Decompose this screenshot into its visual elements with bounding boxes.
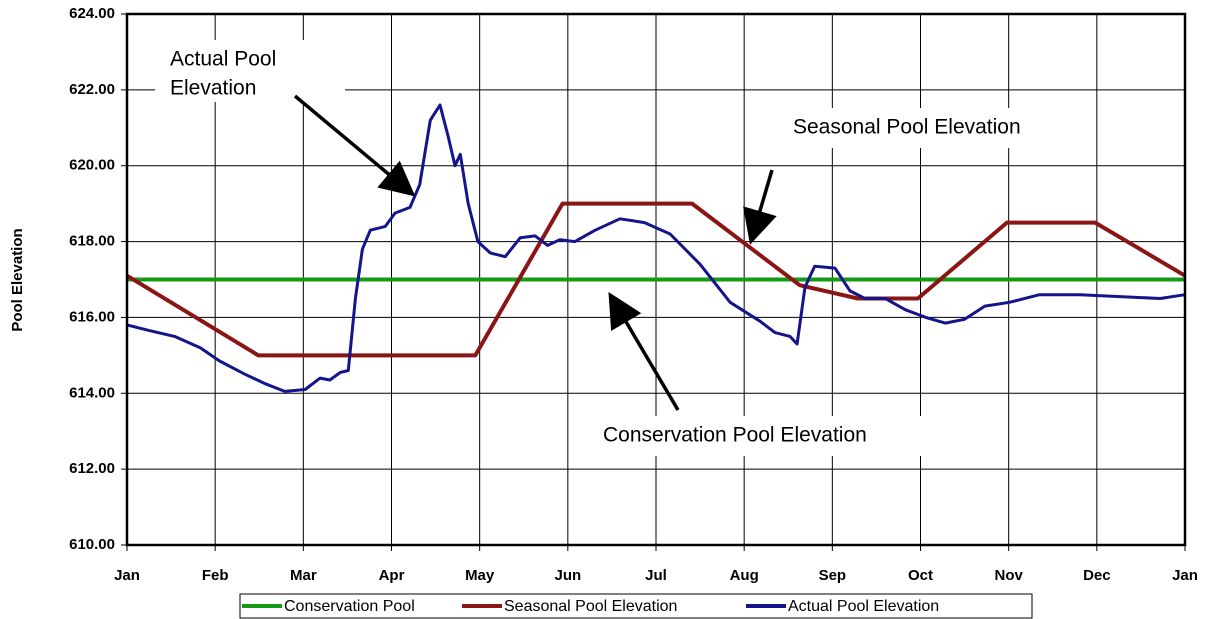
x-tick-label: Feb <box>202 567 229 584</box>
y-tick-label: 612.00 <box>69 460 115 477</box>
x-tick-label: Sep <box>819 567 847 584</box>
annotation-arrow <box>743 169 777 245</box>
annotation: Seasonal Pool Elevation <box>793 116 1021 139</box>
x-tick-label: Dec <box>1083 567 1111 584</box>
legend-label: Actual Pool Elevation <box>788 598 939 615</box>
y-tick-label: 618.00 <box>69 233 115 250</box>
legend <box>239 593 1033 619</box>
plot-frame <box>125 12 1187 547</box>
series-line <box>125 201 1187 358</box>
x-tick-label: Nov <box>994 567 1023 584</box>
y-tick-label: 620.00 <box>69 157 115 174</box>
annotation-bg <box>590 416 950 456</box>
x-tick-label: Apr <box>379 567 405 584</box>
legend-label: Conservation Pool <box>284 598 415 615</box>
y-axis-title: Pool Elevation <box>9 228 26 331</box>
annotation-bg <box>155 40 345 102</box>
annotation-arrow <box>293 94 416 197</box>
x-tick-label: Mar <box>290 567 317 584</box>
annotation: Actual Pool <box>170 48 276 71</box>
series-line <box>126 103 1186 393</box>
y-tick-label: 614.00 <box>69 384 115 401</box>
x-tick-label: Jun <box>554 567 581 584</box>
annotation: Elevation <box>170 77 256 100</box>
x-tick-label: Jan <box>114 567 140 584</box>
x-tick-label: Oct <box>908 567 933 584</box>
x-tick-label: Jan <box>1172 567 1198 584</box>
annotation: Conservation Pool Elevation <box>603 424 867 447</box>
y-tick-label: 624.00 <box>69 5 115 22</box>
y-tick-label: 616.00 <box>69 308 115 325</box>
annotation-arrow <box>608 291 680 411</box>
y-tick-label: 622.00 <box>69 81 115 98</box>
annotation-bg <box>780 108 1090 148</box>
x-tick-label: Aug <box>730 567 759 584</box>
legend-label: Seasonal Pool Elevation <box>504 598 677 615</box>
x-tick-label: Jul <box>645 567 667 584</box>
x-tick-label: May <box>465 567 495 584</box>
y-tick-label: 610.00 <box>69 536 115 553</box>
